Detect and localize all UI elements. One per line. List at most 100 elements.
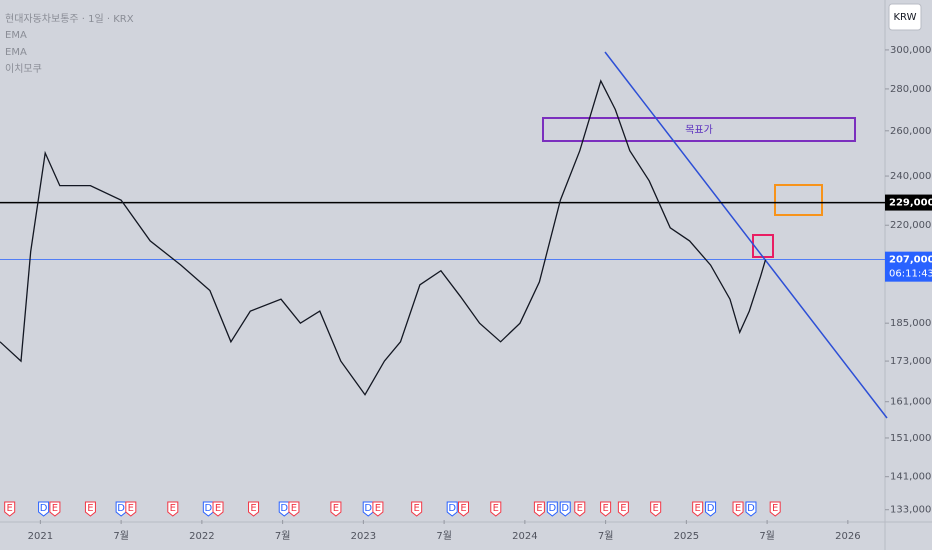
event-label: E: [536, 503, 542, 514]
y-tick-label: 280,000: [890, 84, 931, 95]
x-tick-label: 2022: [189, 531, 214, 542]
y-tick-label: 133,000: [890, 505, 931, 516]
event-marker: [372, 501, 384, 517]
event-label: E: [87, 503, 93, 514]
event-marker: [490, 501, 502, 517]
event-label: E: [170, 503, 176, 514]
event-marker: [457, 501, 469, 517]
y-tick-label: 260,000: [890, 126, 931, 137]
x-tick-label: 2023: [351, 531, 376, 542]
currency-button[interactable]: [888, 3, 922, 31]
event-label: E: [375, 503, 381, 514]
y-tick-label: 173,000: [890, 356, 931, 367]
event-marker: [248, 501, 260, 517]
y-tick-label: 151,000: [890, 433, 931, 444]
event-marker: [84, 501, 96, 517]
event-marker: [705, 501, 717, 517]
event-label: D: [204, 503, 212, 514]
target-label: 목표가: [685, 124, 713, 136]
event-label: D: [448, 503, 456, 514]
event-marker: [446, 501, 458, 517]
legend-item: EMA: [5, 30, 27, 41]
y-tick-label: 185,000: [890, 318, 931, 329]
price-series: [0, 79, 767, 396]
event-label: D: [117, 503, 125, 514]
event-marker: [617, 501, 629, 517]
event-label: E: [333, 503, 339, 514]
chart-title: 현대자동차보통주 · 1일 · KRX: [5, 13, 134, 25]
event-label: E: [215, 503, 221, 514]
event-marker: [167, 501, 179, 517]
target-box: [542, 117, 856, 142]
event-label: E: [460, 503, 466, 514]
x-tick-label: 7월: [436, 530, 452, 542]
event-label: E: [128, 503, 134, 514]
event-label: E: [653, 503, 659, 514]
event-label: E: [577, 503, 583, 514]
price-label-box: [885, 194, 932, 211]
event-label: E: [250, 503, 256, 514]
event-marker: [769, 501, 781, 517]
event-label: E: [291, 503, 297, 514]
event-marker: [125, 501, 137, 517]
x-tick-label: 7월: [275, 530, 291, 542]
event-label: D: [548, 503, 556, 514]
event-label: E: [772, 503, 778, 514]
legend-item: EMA: [5, 47, 27, 58]
event-marker: [330, 501, 342, 517]
event-marker: [288, 501, 300, 517]
price-label: 207,000: [889, 255, 932, 266]
event-label: E: [620, 503, 626, 514]
x-tick-label: 7월: [598, 530, 614, 542]
x-tick-label: 2024: [512, 531, 537, 542]
event-marker: [411, 501, 423, 517]
event-marker: [650, 501, 662, 517]
event-label: E: [7, 503, 13, 514]
x-tick-label: 7월: [759, 530, 775, 542]
event-label: D: [561, 503, 569, 514]
currency-label: KRW: [894, 12, 917, 23]
event-marker: [4, 501, 16, 517]
event-marker: [212, 501, 224, 517]
event-label: D: [747, 503, 755, 514]
x-tick-label: 2025: [674, 531, 699, 542]
event-marker: [745, 501, 757, 517]
box: [774, 184, 823, 216]
event-marker: [38, 501, 50, 517]
price-label: 229,000: [889, 198, 932, 209]
event-marker: [574, 501, 586, 517]
event-label: E: [413, 503, 419, 514]
event-marker: [559, 501, 571, 517]
event-label: D: [40, 503, 48, 514]
event-marker: [115, 501, 127, 517]
event-label: E: [52, 503, 58, 514]
event-marker: [546, 501, 558, 517]
event-marker: [692, 501, 704, 517]
event-label: E: [493, 503, 499, 514]
legend-item: 이치모쿠: [5, 63, 42, 75]
event-label: D: [707, 503, 715, 514]
event-label: E: [602, 503, 608, 514]
event-marker: [278, 501, 290, 517]
y-tick-label: 161,000: [890, 397, 931, 408]
trendline: [604, 51, 888, 419]
y-tick-label: 300,000: [890, 45, 931, 56]
event-label: E: [735, 503, 741, 514]
event-marker: [202, 501, 214, 517]
event-marker: [600, 501, 612, 517]
event-marker: [362, 501, 374, 517]
event-label: D: [280, 503, 288, 514]
event-marker: [533, 501, 545, 517]
x-tick-label: 2021: [28, 531, 53, 542]
event-marker: [732, 501, 744, 517]
event-label: E: [695, 503, 701, 514]
event-marker: [49, 501, 61, 517]
x-tick-label: 2026: [835, 531, 860, 542]
event-label: D: [364, 503, 372, 514]
y-tick-label: 141,000: [890, 472, 931, 483]
price-label-box: [885, 251, 932, 282]
countdown: 06:11:43: [889, 269, 932, 280]
